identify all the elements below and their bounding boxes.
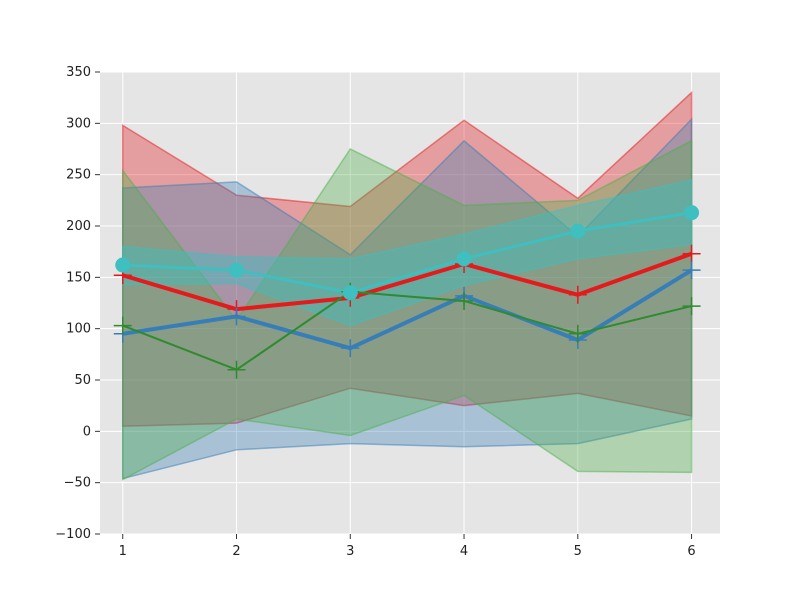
y-tick-label: 200: [66, 219, 91, 234]
line-layer: [122, 211, 693, 371]
series-0-line: [122, 251, 693, 312]
series-3-line: [122, 211, 692, 295]
series-3-point: [684, 205, 700, 221]
y-tick-label: 300: [66, 116, 91, 131]
series-3-point: [570, 223, 586, 239]
x-tick-label: 6: [687, 544, 695, 559]
y-tick-label: 0: [83, 424, 91, 439]
series-2-point: [682, 297, 701, 316]
band-layer: [122, 90, 693, 481]
series-3-point: [229, 262, 245, 278]
y-tick-label: −50: [64, 476, 91, 491]
series-2-band: [122, 139, 693, 481]
y-tick-label: 350: [66, 65, 91, 80]
series-2-point: [568, 324, 587, 343]
axis-layer: −100 −50 0 50 100 150 200 250 300 350 1 2 3 4 5 6: [55, 65, 695, 559]
y-tick-label: 250: [66, 168, 91, 183]
series-1-point: [227, 307, 246, 326]
series-3-point: [115, 257, 131, 273]
y-tick-label: −100: [55, 527, 91, 542]
plot-background: [100, 72, 720, 534]
x-tick-label: 1: [119, 544, 127, 559]
series-2-point: [113, 316, 132, 335]
x-tick-label: 3: [346, 544, 354, 559]
series-0-point: [682, 244, 701, 263]
y-tick-label: 150: [66, 270, 91, 285]
series-0-point: [568, 285, 587, 304]
series-3-band: [122, 178, 693, 327]
series-2-point: [455, 291, 474, 310]
y-tick-label: 50: [74, 373, 91, 388]
series-1-point: [682, 261, 701, 280]
marker-layer: [113, 205, 701, 379]
series-3-point: [342, 285, 358, 301]
y-tick-label: 100: [66, 322, 91, 337]
x-tick-label: 2: [232, 544, 240, 559]
series-2-point: [227, 360, 246, 379]
series-3-point: [456, 251, 472, 267]
series-2-line: [122, 290, 692, 371]
x-tick-label: 4: [460, 544, 468, 559]
x-tick-label: 5: [574, 544, 582, 559]
series-1-point: [341, 339, 360, 358]
